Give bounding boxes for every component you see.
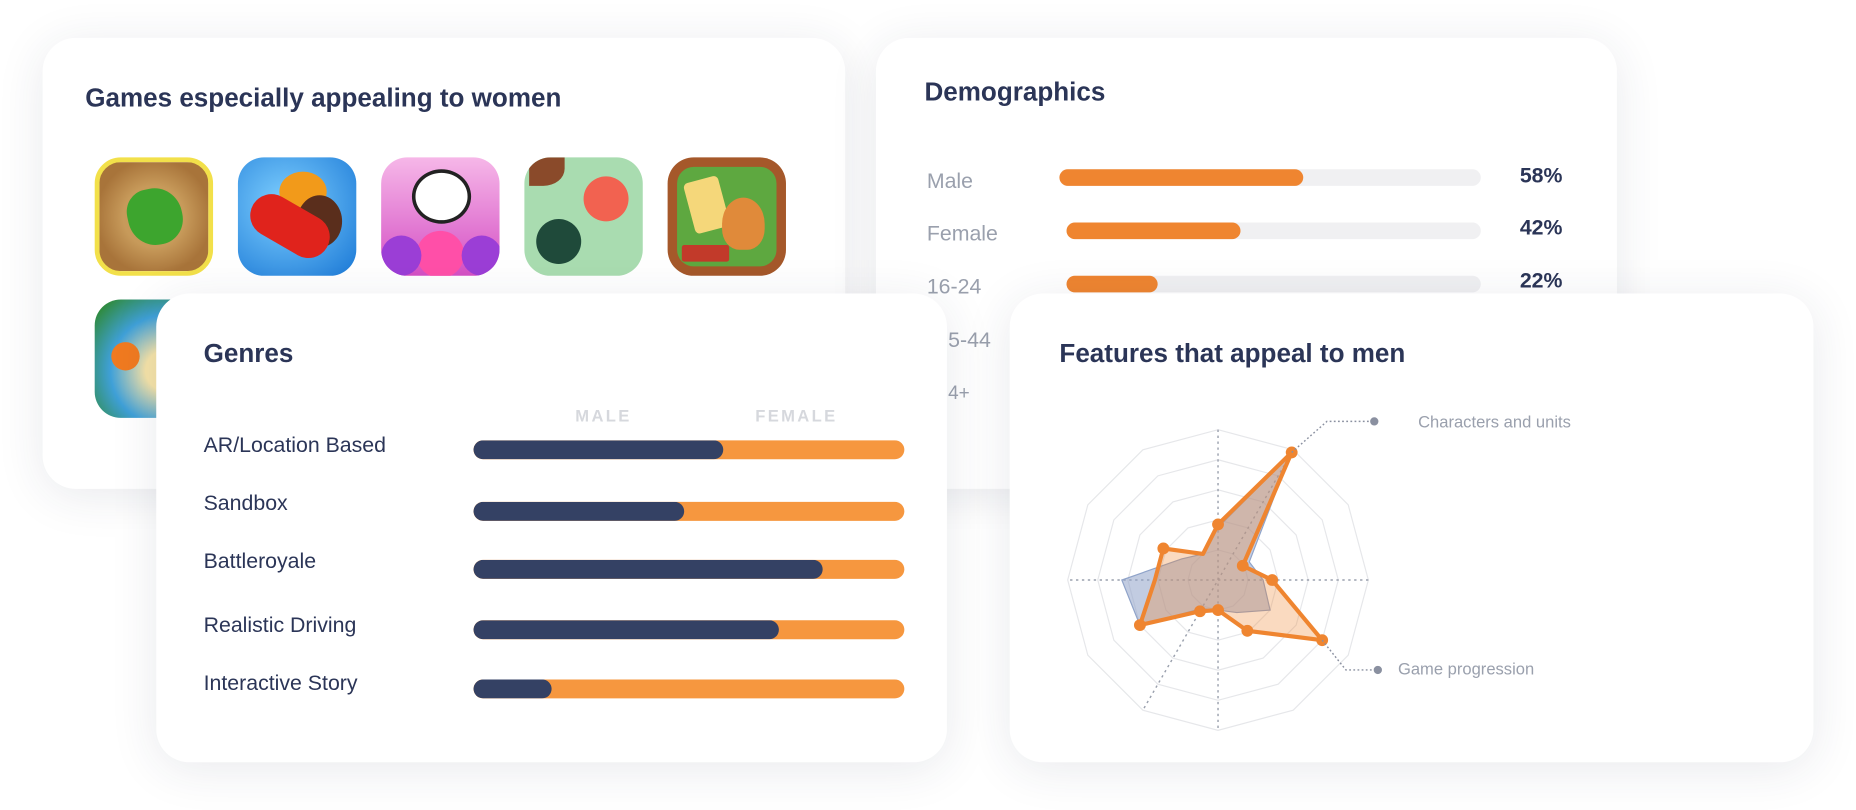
genre-bar (473, 559, 905, 579)
radar-point (1241, 624, 1254, 637)
jigsaw-puzzle-icon[interactable] (94, 157, 214, 276)
radar-ring (1067, 429, 1369, 731)
women-games-title: Games especially appealing to women (85, 82, 562, 113)
genre-label: Realistic Driving (203, 613, 357, 637)
demographic-label-age-3: 5-44 (948, 327, 991, 352)
demographic-bar-16-24 (1066, 275, 1481, 293)
genre-bar-male (473, 440, 724, 460)
bar-fill (1066, 275, 1158, 293)
genre-bar-male (473, 501, 685, 521)
bar-fill (1066, 222, 1241, 240)
bar-fill (1059, 169, 1304, 186)
label-dot (1373, 665, 1382, 675)
doodle-game-icon[interactable] (524, 157, 643, 276)
genre-label: AR/Location Based (203, 433, 387, 457)
genre-bar-male (473, 620, 780, 640)
features-title: Features that appeal to men (1059, 338, 1406, 369)
genre-bar (473, 620, 905, 640)
demographic-pct-16-24: 22% (1519, 268, 1563, 293)
label-connector (1321, 639, 1378, 671)
genre-bar-male (473, 679, 552, 699)
women-games-card: Games especially appealing to women (42, 37, 846, 489)
radar-point (1212, 518, 1224, 531)
demographics-title: Demographics (924, 76, 1106, 107)
female-header: FEMALE (755, 406, 838, 425)
candy-crush-icon[interactable] (237, 157, 357, 276)
genre-bar-male (473, 559, 823, 579)
genre-bar (473, 679, 905, 699)
genre-label: Interactive Story (203, 671, 358, 695)
genres-card: Genres MALE FEMALE AR/Location Based Sand… (156, 293, 947, 763)
demographic-pct-female: 42% (1519, 215, 1563, 240)
radar-point (1266, 574, 1279, 586)
radar-point (1157, 542, 1170, 555)
genre-bar (473, 440, 905, 460)
male-header: MALE (575, 406, 632, 425)
radar-point (1212, 604, 1224, 616)
radar-chart: Characters and units Game progression (1067, 412, 1571, 731)
demographic-bar-male (1059, 169, 1481, 186)
genre-bar (473, 501, 905, 521)
demographic-pct-male: 58% (1519, 163, 1563, 188)
radar-axis-label: Characters and units (1418, 412, 1571, 431)
demographic-bar-female (1066, 222, 1481, 240)
radar-ring (1127, 489, 1309, 671)
features-card: Features that appeal to men Characters a… (1009, 293, 1814, 763)
panda-pop-icon[interactable] (381, 157, 500, 276)
demographic-label-age-4: 4+ (948, 383, 970, 404)
demographic-label-female: Female (926, 221, 998, 246)
radar-ring (1097, 459, 1339, 701)
demographic-label-male: Male (926, 169, 974, 193)
genres-title: Genres (203, 338, 294, 369)
label-dot (1370, 417, 1379, 426)
label-connector (1291, 420, 1375, 453)
radar-axis-label: Game progression (1398, 660, 1534, 679)
radar-point (1133, 619, 1146, 632)
demographic-label-16-24: 16-24 (926, 274, 982, 299)
solitaire-tripeaks-icon[interactable] (667, 157, 786, 276)
genre-label: Battleroyale (203, 549, 317, 573)
radar-point (1236, 559, 1249, 572)
radar-point (1194, 605, 1206, 618)
genre-label: Sandbox (203, 491, 288, 515)
